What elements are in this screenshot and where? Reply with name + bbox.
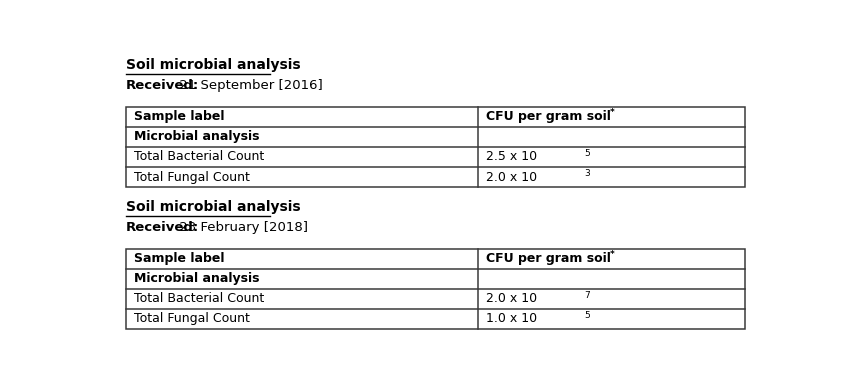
Bar [126,248,745,329]
Text: Sample label: Sample label [134,110,224,123]
Text: *: * [610,250,615,259]
Text: 2.0 x 10: 2.0 x 10 [486,170,537,184]
Text: Received:: Received: [126,79,199,92]
Text: CFU per gram soil: CFU per gram soil [486,252,611,265]
Text: 3: 3 [584,169,590,178]
Text: Received:: Received: [126,220,199,233]
Text: Microbial analysis: Microbial analysis [134,130,259,143]
Text: 21 September [2016]: 21 September [2016] [175,79,322,92]
Text: 5: 5 [584,149,590,157]
Text: 2.5 x 10: 2.5 x 10 [486,151,537,164]
Text: Total Fungal Count: Total Fungal Count [134,170,250,184]
Text: Total Fungal Count: Total Fungal Count [134,313,250,326]
Bar [126,107,745,187]
Text: Soil microbial analysis: Soil microbial analysis [126,58,301,72]
Text: 5: 5 [584,311,590,319]
Text: Total Bacterial Count: Total Bacterial Count [134,151,264,164]
Text: Soil microbial analysis: Soil microbial analysis [126,200,301,214]
Text: 2.0 x 10: 2.0 x 10 [486,292,537,305]
Text: 1.0 x 10: 1.0 x 10 [486,313,537,326]
Text: 23 February [2018]: 23 February [2018] [175,220,308,233]
Text: Total Bacterial Count: Total Bacterial Count [134,292,264,305]
Text: Microbial analysis: Microbial analysis [134,272,259,285]
Text: CFU per gram soil: CFU per gram soil [486,110,611,123]
Text: *: * [610,108,615,118]
Text: 7: 7 [584,291,590,300]
Text: Sample label: Sample label [134,252,224,265]
